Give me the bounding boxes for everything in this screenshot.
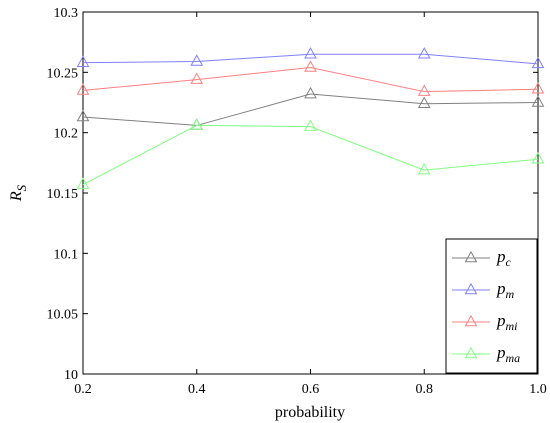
legend-label-main: p <box>496 311 506 330</box>
x-tick-label: 0.4 <box>188 382 206 397</box>
x-tick-label: 0.2 <box>74 382 92 397</box>
data-point <box>76 55 90 67</box>
y-tick-label: 10.2 <box>54 127 79 142</box>
data-point <box>76 109 90 122</box>
data-point <box>531 82 545 94</box>
data-point <box>190 118 204 130</box>
data-point <box>417 84 431 96</box>
y-tick-label: 10.25 <box>47 66 79 81</box>
legend-entry: pc <box>452 247 512 269</box>
x-tick-label: 1.0 <box>529 382 547 397</box>
data-point <box>417 96 431 108</box>
y-axis-label-sub: S <box>14 184 29 191</box>
data-point <box>531 152 545 164</box>
y-tick-label: 10 <box>64 368 78 383</box>
x-tick-label: 0.8 <box>416 382 434 397</box>
series-line <box>82 67 539 93</box>
x-axis: 0.2 0.4 0.6 0.8 1.0 <box>74 12 547 397</box>
legend-entry: pm <box>452 279 515 301</box>
data-point <box>190 72 204 84</box>
legend-label-sub: ma <box>506 351 521 365</box>
legend-label-sub: m <box>506 287 515 301</box>
legend-label-main: p <box>496 247 506 266</box>
legend-label: pmi <box>496 311 518 333</box>
y-tick-label: 10.1 <box>54 247 79 262</box>
legend-label: pm <box>496 279 515 301</box>
series-line <box>82 93 539 126</box>
legend-entry: pma <box>452 343 520 365</box>
data-point <box>417 47 431 59</box>
y-axis: 10 10.05 10.1 10.15 10.2 10.25 10.3 <box>47 6 538 383</box>
series-layer <box>76 47 545 189</box>
series-p-m <box>76 47 545 69</box>
legend-marker <box>464 282 478 295</box>
y-tick-label: 10.3 <box>54 6 79 21</box>
legend-label: pma <box>496 343 520 365</box>
data-point <box>304 47 317 59</box>
data-point <box>304 119 317 131</box>
legend-box <box>445 238 538 374</box>
y-tick-label: 10.05 <box>47 308 79 323</box>
data-point <box>531 95 545 107</box>
legend-label-sub: c <box>506 255 512 269</box>
legend-label-main: p <box>496 343 506 362</box>
y-tick-label: 10.15 <box>47 187 79 202</box>
series-p-ma <box>76 118 545 189</box>
legend-label-main: p <box>496 279 506 298</box>
data-point <box>190 54 204 66</box>
series-p-mi <box>76 60 545 96</box>
data-point <box>304 86 317 99</box>
legend-marker <box>464 346 478 359</box>
legend-marker <box>464 314 478 327</box>
data-point <box>76 177 90 189</box>
legend-label: pc <box>496 247 512 269</box>
series-line <box>82 124 539 185</box>
data-point <box>531 56 545 69</box>
y-axis-label: RS <box>8 184 29 202</box>
x-axis-label: probability <box>275 404 345 421</box>
legend-entry: pmi <box>452 311 518 333</box>
data-point <box>304 60 317 72</box>
legend-label-sub: mi <box>506 319 518 333</box>
x-tick-label: 0.6 <box>302 382 320 397</box>
legend-marker <box>464 250 478 263</box>
data-point <box>76 83 90 95</box>
series-line <box>82 53 539 65</box>
data-point <box>417 162 431 175</box>
y-axis-label-main: R <box>8 191 25 202</box>
